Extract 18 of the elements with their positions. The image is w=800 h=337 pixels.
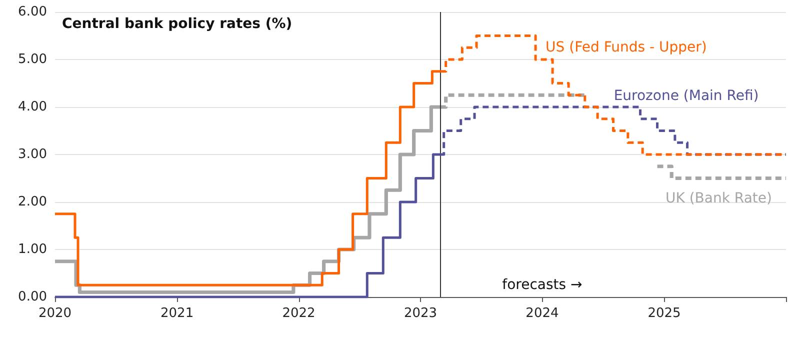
y-tick-label: 0.00 (18, 290, 47, 304)
x-tick-label: 2024 (526, 306, 559, 321)
series-label: UK (Bank Rate) (665, 190, 772, 206)
series-label: US (Fed Funds - Upper) (546, 40, 707, 56)
y-tick-label: 4.00 (18, 100, 47, 114)
x-tick-label: 2025 (648, 306, 681, 321)
series-label: Eurozone (Main Refi) (614, 88, 759, 104)
y-tick-label: 1.00 (18, 242, 47, 257)
y-tick-label: 2.00 (18, 194, 47, 210)
y-tick-label: 6.00 (18, 4, 47, 20)
y-tick-label: 3.00 (18, 147, 47, 162)
chart-title: Central bank policy rates (%) (62, 16, 292, 32)
x-tick-label: 2022 (282, 306, 316, 321)
x-tick-label: 2023 (404, 306, 438, 321)
annotation: forecasts → (502, 277, 583, 293)
x-tick-label: 2020 (38, 306, 72, 321)
x-tick-label: 2021 (160, 306, 194, 321)
y-tick-label: 5.00 (18, 52, 47, 67)
